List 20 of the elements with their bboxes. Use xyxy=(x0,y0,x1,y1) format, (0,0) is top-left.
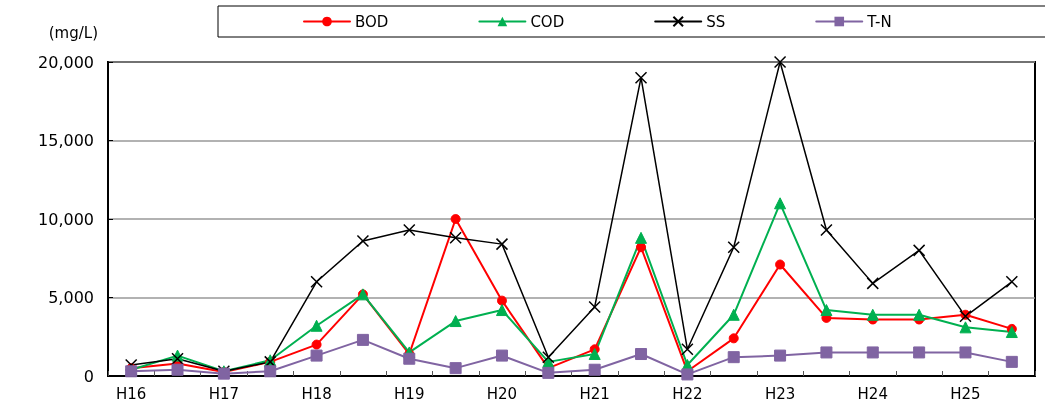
y-tick-label: 0 xyxy=(83,366,94,386)
x-tick-label: H21 xyxy=(579,384,610,403)
legend-label: COD xyxy=(530,12,565,31)
legend-label: BOD xyxy=(355,12,389,31)
legend-label: T-N xyxy=(866,12,892,31)
y-tick-label: 10,000 xyxy=(38,209,94,229)
x-tick-label: H23 xyxy=(764,384,796,403)
x-tick-label: H22 xyxy=(672,384,703,403)
x-tick-label: H17 xyxy=(208,384,240,403)
y-axis-title: (mg/L) xyxy=(48,23,98,42)
y-tick-label: 20,000 xyxy=(38,52,94,72)
y-tick-label: 15,000 xyxy=(38,131,94,150)
x-tick-label: H16 xyxy=(115,384,147,403)
x-tick-label: H25 xyxy=(950,384,981,403)
x-tick-label: H18 xyxy=(301,384,332,403)
legend-label: SS xyxy=(706,12,726,31)
x-tick-label: H19 xyxy=(394,384,425,403)
y-tick-label: 5,000 xyxy=(48,288,94,307)
x-tick-label: H24 xyxy=(857,384,888,403)
x-tick-label: H20 xyxy=(486,384,518,403)
